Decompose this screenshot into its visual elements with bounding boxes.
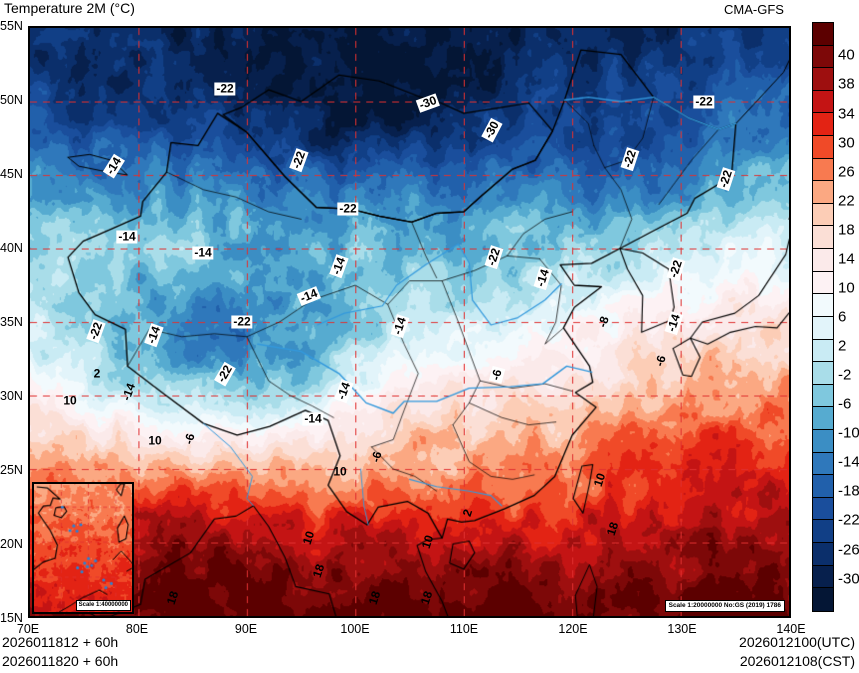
colorbar-tick: 18 — [838, 221, 855, 239]
contour-label: -22 — [693, 94, 715, 109]
lon-tick-120E: 120E — [558, 622, 588, 636]
colorbar-tick: -10 — [838, 424, 859, 442]
colorbar-cell — [813, 407, 833, 430]
colorbar-cell — [813, 45, 833, 69]
colorbar-cell — [813, 362, 833, 385]
contour-label: -14 — [116, 229, 138, 244]
colorbar-cell — [813, 294, 833, 317]
lon-tick-100E: 100E — [340, 622, 370, 636]
init-time-utc: 2026011812 + 60h — [2, 634, 119, 650]
lat-tick-25N: 25N — [0, 463, 23, 477]
colorbar-tick: 38 — [838, 75, 855, 93]
contour-label: -22 — [337, 201, 359, 216]
contour-label: 10 — [63, 393, 77, 408]
colorbar-cell — [813, 271, 833, 295]
colorbar-cell — [813, 543, 833, 566]
colorbar-tick: 30 — [838, 134, 855, 152]
colorbar-tick: 40 — [838, 46, 855, 64]
model-label: CMA-GFS — [724, 2, 784, 17]
colorbar-tick: 10 — [838, 279, 855, 297]
colorbar[interactable] — [812, 22, 834, 612]
lon-tick-130E: 130E — [667, 622, 697, 636]
colorbar-cell — [813, 23, 833, 46]
valid-time-cst: 2026012108(CST) — [739, 653, 855, 669]
colorbar-tick: 26 — [838, 163, 855, 181]
colorbar-tick: -30 — [838, 570, 859, 588]
colorbar-tick: -14 — [838, 453, 859, 471]
valid-time-utc: 2026012100(UTC) — [739, 634, 855, 650]
colorbar-cell — [813, 226, 833, 250]
colorbar-tick: 2 — [838, 337, 847, 355]
colorbar-cell — [813, 452, 833, 476]
lon-tick-80E: 80E — [125, 622, 149, 636]
colorbar-cell — [813, 475, 833, 498]
contour-label: 2 — [93, 366, 101, 381]
lon-tick-90E: 90E — [234, 622, 258, 636]
colorbar-cell — [813, 588, 833, 611]
inset-canvas — [34, 484, 132, 612]
contour-label: -22 — [214, 81, 236, 96]
colorbar-tick: 22 — [838, 192, 855, 210]
colorbar-cell — [813, 565, 833, 589]
map-panel[interactable]: Scale 1:20000000 No:GS (2019) 1786 — [28, 26, 791, 618]
colorbar-tick: -18 — [838, 482, 859, 500]
lat-tick-40N: 40N — [0, 241, 23, 255]
lat-tick-55N: 55N — [0, 19, 23, 33]
inset-scale-label: Scale 1:40000000 — [75, 600, 131, 611]
colorbar-tick: 6 — [838, 308, 847, 326]
lat-tick-45N: 45N — [0, 167, 23, 181]
south-china-sea-inset[interactable]: Scale 1:40000000 — [32, 482, 134, 614]
map-scale-label: Scale 1:20000000 No:GS (2019) 1786 — [664, 600, 785, 612]
colorbar-cell — [813, 497, 833, 521]
colorbar-tick: 34 — [838, 105, 855, 123]
colorbar-cell — [813, 339, 833, 363]
colorbar-cell — [813, 68, 833, 91]
lon-tick-70E: 70E — [16, 622, 40, 636]
temperature-field-canvas — [30, 28, 789, 616]
contour-label: 10 — [333, 464, 347, 479]
lat-tick-20N: 20N — [0, 537, 23, 551]
init-time-cst: 2026011820 + 60h — [2, 653, 119, 669]
colorbar-cell — [813, 249, 833, 272]
page-title: Temperature 2M (°C) — [4, 0, 135, 16]
contour-label: -14 — [192, 245, 214, 260]
colorbar-cell — [813, 136, 833, 159]
lon-tick-140E: 140E — [776, 622, 806, 636]
lat-tick-35N: 35N — [0, 315, 23, 329]
contour-label: -22 — [231, 314, 253, 329]
contour-label: -14 — [302, 411, 324, 426]
colorbar-cell — [813, 113, 833, 137]
lon-tick-110E: 110E — [449, 622, 479, 636]
colorbar-cell — [813, 429, 833, 453]
colorbar-cell — [813, 158, 833, 182]
lat-tick-50N: 50N — [0, 93, 23, 107]
colorbar-tick: -22 — [838, 511, 859, 529]
colorbar-tick: -2 — [838, 366, 852, 384]
colorbar-tick: -6 — [838, 395, 852, 413]
colorbar-tick: -26 — [838, 541, 859, 558]
contour-label: 10 — [148, 433, 162, 448]
lat-tick-30N: 30N — [0, 389, 23, 403]
colorbar-cell — [813, 316, 833, 340]
colorbar-cell — [813, 90, 833, 114]
lat-tick-15N: 15N — [0, 611, 23, 625]
colorbar-cell — [813, 520, 833, 544]
colorbar-cell — [813, 384, 833, 408]
colorbar-cell — [813, 203, 833, 227]
colorbar-cell — [813, 181, 833, 204]
colorbar-tick: 14 — [838, 250, 855, 268]
